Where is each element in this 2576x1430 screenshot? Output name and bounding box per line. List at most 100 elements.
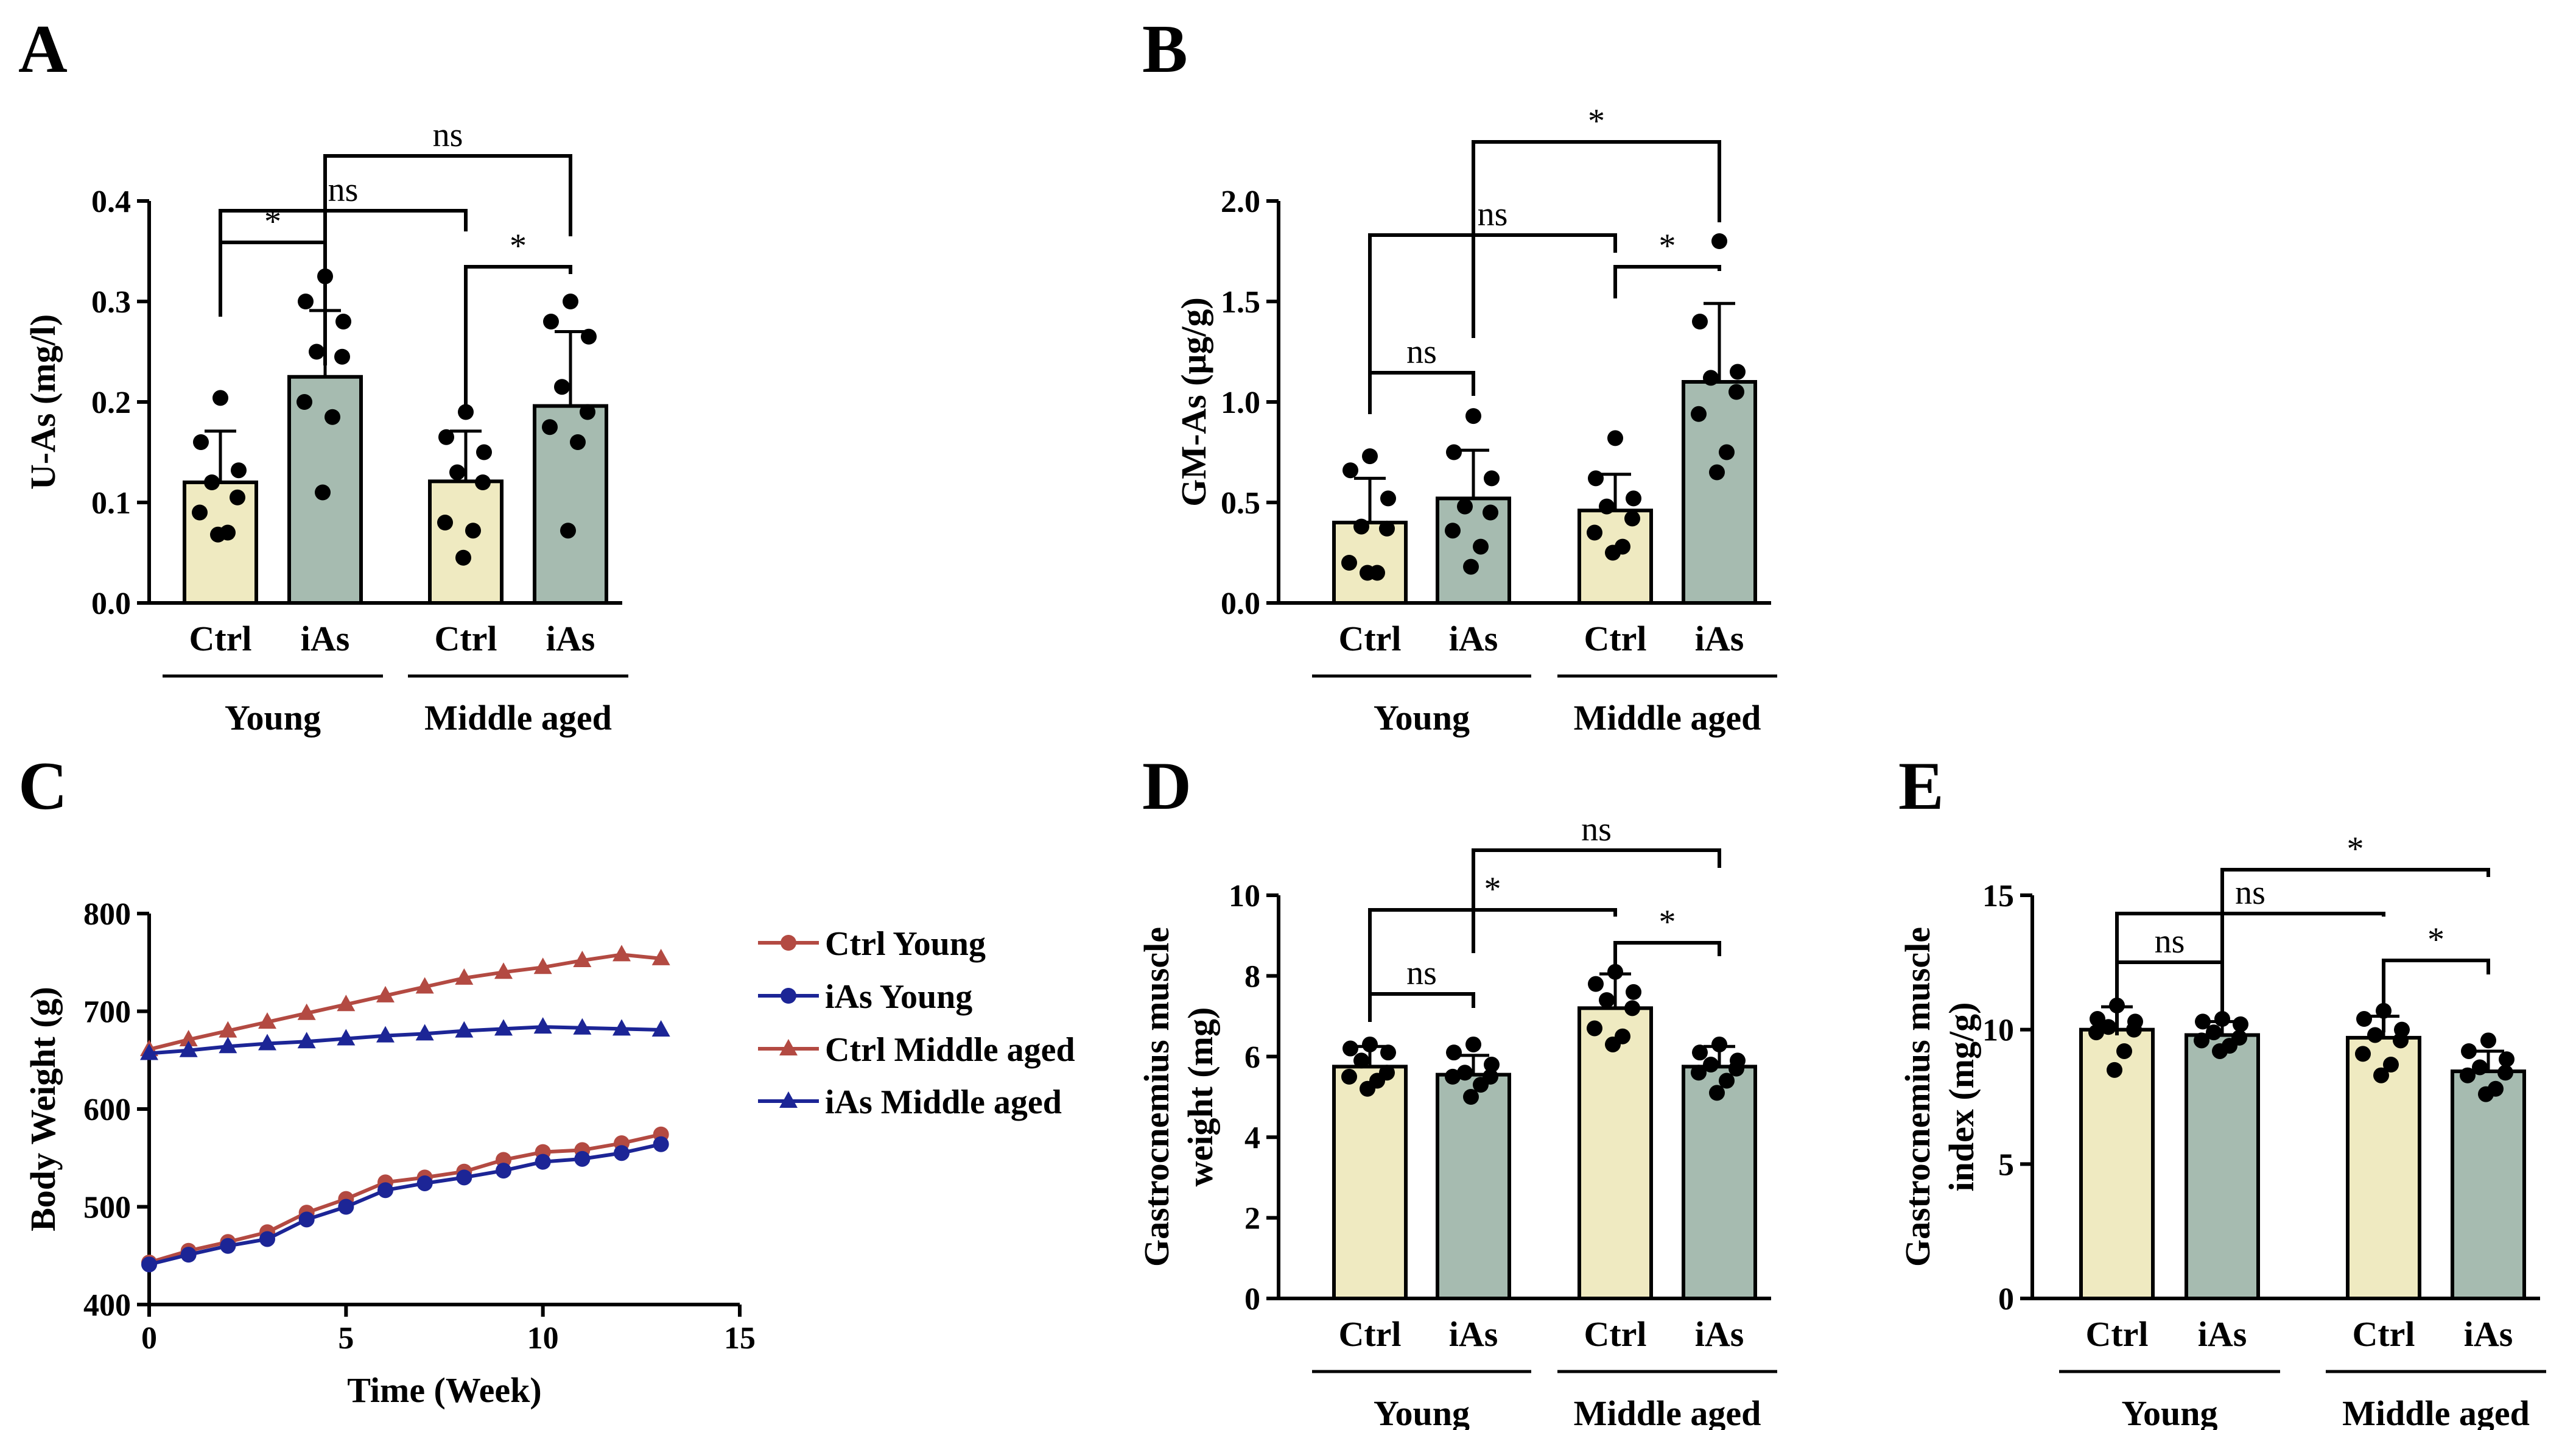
panel-a-significance-label: ns (328, 171, 359, 209)
panel-b-bar-young-ctrl (1332, 521, 1408, 605)
panel-b-bar-young-ias (1436, 496, 1511, 605)
panel-b-category-label: Ctrl (1584, 619, 1646, 658)
panel-e-category-label: Ctrl (2085, 1314, 2148, 1354)
panel-a-y-tick-label: 0.1 (91, 486, 131, 521)
panel-e-data-point (2195, 1013, 2211, 1030)
panel-c-series-3-point (376, 1026, 395, 1043)
panel-e-data-point (2212, 1043, 2228, 1059)
panel-e-significance-bracket (2220, 868, 2490, 968)
panel-d-data-point (1605, 1036, 1621, 1052)
panel-c-series-3-point (415, 1024, 434, 1041)
panel-b-data-point (1624, 510, 1640, 527)
panel-d-category-label: Ctrl (1338, 1314, 1401, 1354)
panel-a-data-point (560, 523, 576, 539)
panel-d-significance-label: * (1484, 870, 1501, 908)
panel-a-bar-middle-ctrl (428, 479, 504, 605)
panel-c-y-axis-title: Body Weight (g) (23, 987, 63, 1231)
panel-c-series-1-point (220, 1238, 236, 1254)
panel-c-series-3-point (297, 1032, 316, 1049)
panel-b-data-point (1445, 523, 1461, 539)
panel-c-series-3-point (651, 1020, 670, 1037)
panel-e-category-label: Ctrl (2352, 1314, 2415, 1354)
panel-d-data-point (1360, 1080, 1375, 1097)
panel-b-data-point (1446, 444, 1462, 460)
panel-e-data-point (2383, 1057, 2399, 1073)
panel-c-series-1-point (338, 1199, 354, 1215)
panel-a-data-point (334, 348, 350, 365)
panel-c-series-1-point (574, 1150, 591, 1167)
panel-d-data-point (1341, 1068, 1357, 1085)
panel-d-category-label: iAs (1695, 1314, 1744, 1354)
panel-c-series-3-point (455, 1021, 474, 1038)
panel-d-data-point (1463, 1089, 1479, 1105)
panel-a-data-point (192, 504, 208, 521)
panel-e-y-tick-label: 5 (1998, 1147, 2014, 1182)
panel-b-significance-label: ns (1406, 333, 1437, 371)
panel-c-legend-marker-0 (781, 935, 796, 951)
panel-c-series-1-point (456, 1169, 472, 1186)
panel-c-series-2-point (612, 945, 631, 962)
panel-label-D: D (1142, 748, 1191, 824)
panel-a-y-tick-label: 0.4 (91, 185, 131, 219)
panel-d-data-point (1445, 1068, 1461, 1085)
panel-a-data-point (309, 343, 325, 360)
panel-c-series-2-point (337, 995, 356, 1012)
panel-c-legend-marker-2 (779, 1039, 798, 1055)
panel-d-data-point (1709, 1085, 1725, 1101)
panel-d-data-point (1703, 1057, 1719, 1073)
panel-e-significance-label: * (2427, 921, 2444, 959)
panel-d-data-point (1473, 1077, 1489, 1093)
panel-a-significance-bracket (219, 209, 468, 317)
panel-c-series-line-3 (149, 1025, 661, 1055)
panel-b-data-point (1588, 470, 1604, 487)
panel-d-group-label: Young (1374, 1393, 1470, 1430)
panel-b-data-point (1353, 518, 1369, 535)
panel-d-bar-middle-ctrl (1578, 1006, 1653, 1300)
panel-b-data-point (1457, 498, 1473, 515)
panel-b-data-point (1465, 408, 1481, 424)
panel-b-y-tick-label: 0.0 (1221, 586, 1260, 621)
panel-a-data-point (580, 404, 595, 420)
panel-a-group-label: Young (225, 698, 321, 738)
panel-a-data-point (210, 526, 226, 543)
panel-b-data-point (1483, 504, 1498, 521)
panel-e-category-label: iAs (2464, 1314, 2513, 1354)
panel-a-y-tick-label: 0.3 (91, 285, 131, 320)
panel-d-data-point (1446, 1044, 1462, 1061)
panel-d-y-tick-label: 6 (1244, 1040, 1260, 1075)
panel-a-data-point (543, 314, 559, 329)
panel-label-A: A (18, 12, 68, 87)
panel-b-significance-label: * (1659, 227, 1676, 265)
panel-b-data-point (1728, 384, 1744, 400)
panel-c-legend-label-2: Ctrl Middle aged (825, 1031, 1075, 1069)
panel-a-data-point (563, 294, 578, 309)
panel-a-y-axis-title: U-As (mg/l) (23, 314, 63, 490)
panel-b-significance-bracket (1368, 233, 1617, 390)
panel-e-data-point (2356, 1011, 2372, 1027)
panel-d-significance-bracket (1613, 941, 1721, 977)
panel-c-series-2-point (573, 951, 592, 968)
panel-d-significance-label: * (1659, 903, 1676, 941)
panel-label-E: E (1898, 748, 1944, 824)
panel-d-y-tick-label: 4 (1244, 1121, 1260, 1155)
panel-a-significance-bracket (323, 154, 572, 365)
panel-a-data-point (465, 523, 481, 539)
panel-d-data-point (1626, 984, 1641, 1000)
panel-c-x-tick-label: 0 (141, 1321, 157, 1356)
panel-a-data-point (476, 444, 492, 460)
panel-b-data-point (1360, 565, 1375, 581)
panel-b-data-point (1703, 370, 1719, 386)
panel-b-data-point (1484, 470, 1500, 487)
panel-b-significance-bracket (1368, 371, 1475, 414)
panel-e-data-point (2373, 1067, 2389, 1083)
panel-c-series-1-point (614, 1145, 630, 1161)
panel-a-category-label: iAs (546, 619, 595, 658)
panel-e-data-point (2206, 1024, 2222, 1041)
panel-c-series-3-point (494, 1019, 513, 1036)
panel-e-data-point (2393, 1032, 2409, 1049)
panel-c-series-3-point (179, 1040, 198, 1057)
panel-c-legend-label-3: iAs Middle aged (825, 1083, 1062, 1121)
panel-e-data-point (2460, 1067, 2476, 1083)
panel-d-data-point (1484, 1057, 1500, 1073)
panel-b-data-point (1379, 520, 1395, 537)
